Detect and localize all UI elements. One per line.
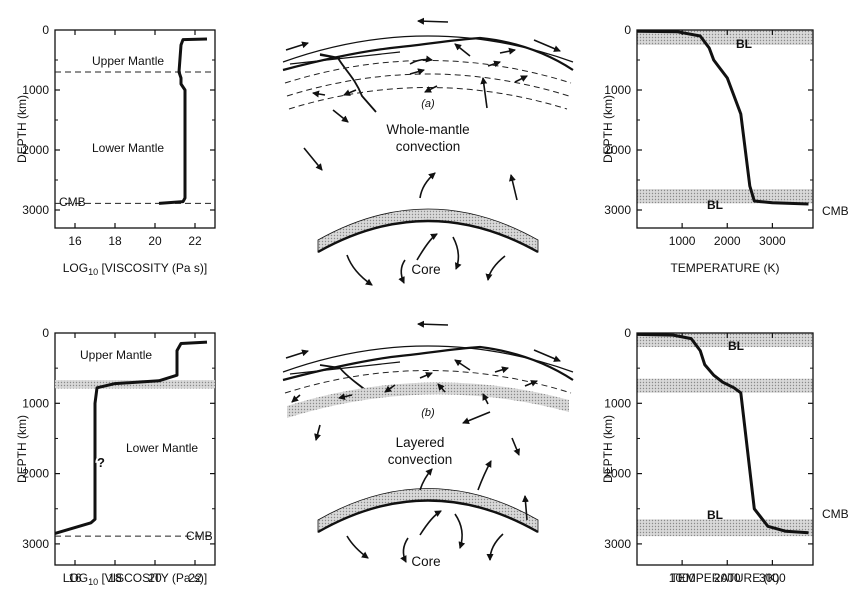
x-tick-label: 18 (108, 571, 122, 585)
y-axis-label: DEPTH (km) (601, 415, 615, 483)
plot-frame (636, 332, 814, 566)
transition-dashed (286, 73, 570, 97)
cmb-label: CMB (186, 529, 213, 543)
upper-mantle-label: Upper Mantle (92, 54, 164, 68)
bl-label-top: BL (736, 37, 752, 51)
x-tick-label: 22 (188, 571, 202, 585)
y-axis-label: DEPTH (km) (601, 95, 615, 163)
x-tick-label: 20 (148, 571, 162, 585)
plot-frame (636, 29, 814, 229)
x-tick-label: 18 (108, 234, 122, 248)
viscosity-curve (158, 37, 208, 205)
y-tick-label: 1000 (604, 396, 631, 410)
upper-mantle-label: Upper Mantle (80, 348, 152, 362)
transition-band (55, 380, 215, 389)
y-tick-label: 2000 (604, 467, 631, 481)
x-tick-label: 22 (188, 234, 202, 248)
cmb-label: CMB (59, 195, 86, 209)
transition-band (287, 382, 569, 418)
x-tick-label: 3000 (759, 234, 786, 248)
question-mark: ? (97, 455, 105, 470)
y-tick-label: 1000 (22, 83, 49, 97)
temperature-curve (636, 332, 809, 535)
plate-surface (289, 361, 401, 375)
title-line-1: Whole-mantle (386, 122, 469, 137)
whole-mantle-convection-diagram: (a) Whole-mantle convection Core (282, 17, 574, 286)
x-axis-label: TEMPERATURE (K) (670, 571, 779, 585)
y-axis-label: DEPTH (km) (15, 95, 29, 163)
core-boundary-layer (317, 208, 539, 253)
y-tick-label: 0 (42, 23, 49, 37)
temperature-panel-a: 0 1000 2000 3000 1000 2000 3000 BL BL CMB DEPT… (601, 23, 849, 275)
caption: (b) (421, 407, 435, 419)
y-tick-label: 0 (624, 23, 631, 37)
y-tick-label: 1000 (604, 83, 631, 97)
subducting-slab (319, 54, 377, 113)
x-tick-label: 20 (148, 234, 162, 248)
bl-label-top: BL (728, 339, 744, 353)
x-tick-label: 1000 (669, 571, 696, 585)
plate-surface (289, 51, 401, 65)
viscosity-panel-b: 0 1000 2000 3000 16 18 20 22 Upper Mantle ? Low… (15, 326, 216, 587)
y-tick-label: 0 (42, 326, 49, 340)
temperature-curve (636, 29, 809, 206)
y-tick-label: 1000 (22, 396, 49, 410)
y-tick-label: 2000 (604, 143, 631, 157)
core-label: Core (411, 262, 440, 277)
x-tick-label: 2000 (714, 234, 741, 248)
x-axis-label: TEMPERATURE (K) (670, 261, 779, 275)
flow-arrows (285, 320, 561, 563)
x-axis-label: LOG10 [VISCOSITY (Pa s)] (63, 571, 208, 587)
y-tick-label: 2000 (22, 467, 49, 481)
y-tick-label: 3000 (22, 203, 49, 217)
title-line-1: Layered (396, 435, 445, 450)
cmb-label: CMB (822, 507, 849, 521)
bl-label-bottom: BL (707, 508, 723, 522)
title-line-2: convection (388, 452, 453, 467)
core-label: Core (411, 554, 440, 569)
lower-mantle-label: Lower Mantle (92, 141, 164, 155)
boundary-layer-band (637, 378, 813, 393)
boundary-layer-band (637, 519, 813, 537)
lower-mantle-label: Lower Mantle (126, 441, 198, 455)
x-tick-label: 2000 (714, 571, 741, 585)
lithosphere-line (282, 36, 574, 72)
flow-arrows (285, 17, 561, 286)
x-tick-label: 16 (68, 571, 82, 585)
plot-frame (54, 29, 216, 229)
y-axis-label: DEPTH (km) (15, 415, 29, 483)
viscosity-panel-a: 0 1000 2000 3000 16 18 20 22 Upper Mantle Lower… (15, 23, 216, 277)
slab-top (319, 53, 341, 59)
caption: (a) (421, 98, 435, 110)
core-mantle-boundary (317, 499, 539, 534)
x-tick-label: 16 (68, 234, 82, 248)
boundary-layer-band (637, 189, 813, 204)
viscosity-curve (54, 340, 208, 535)
cmb-label: CMB (822, 204, 849, 218)
y-tick-label: 3000 (604, 203, 631, 217)
y-tick-label: 2000 (22, 143, 49, 157)
temperature-panel-b: 0 1000 2000 3000 1000 2000 3000 BL BL CMB DEPT… (601, 326, 849, 585)
y-tick-label: 3000 (604, 537, 631, 551)
core-mantle-boundary (317, 219, 539, 254)
lithosphere-line (282, 345, 574, 382)
x-tick-label: 3000 (759, 571, 786, 585)
plot-frame (54, 332, 216, 566)
y-tick-label: 0 (624, 326, 631, 340)
title-line-2: convection (396, 139, 461, 154)
x-axis-label: LOG10 [VISCOSITY (Pa s)] (63, 261, 208, 277)
upper-mantle-dashed (284, 60, 572, 84)
bl-label-bottom: BL (707, 198, 723, 212)
y-tick-label: 3000 (22, 537, 49, 551)
core-boundary-layer (317, 488, 539, 533)
layered-convection-diagram: (b) Layered convection Core (282, 320, 574, 569)
x-tick-label: 1000 (669, 234, 696, 248)
